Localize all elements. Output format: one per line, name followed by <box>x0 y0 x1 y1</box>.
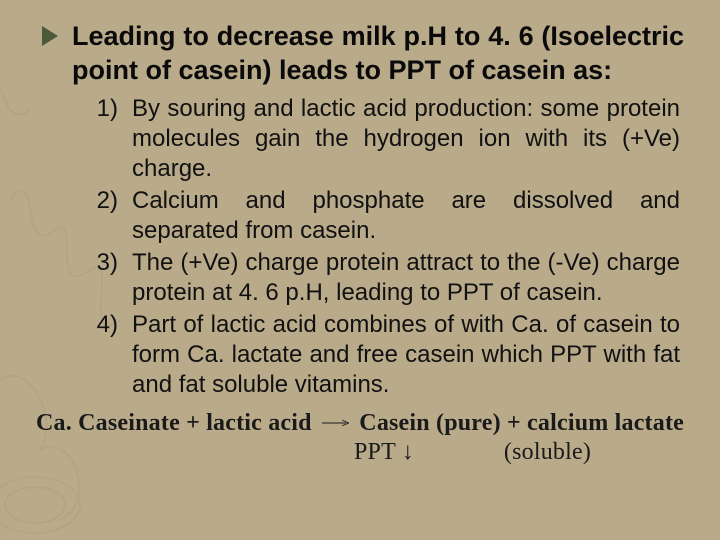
equation-line-2: PPT ↓ (soluble) <box>36 439 684 466</box>
numbered-list: 1) By souring and lactic acid production… <box>36 94 684 400</box>
list-item: 4) Part of lactic acid combines of with … <box>90 310 680 400</box>
lead-text: Leading to decrease milk p.H to 4. 6 (Is… <box>72 20 684 88</box>
item-number: 4) <box>90 310 118 400</box>
list-item: 1) By souring and lactic acid production… <box>90 94 680 184</box>
arrow-icon <box>322 416 350 430</box>
equation-rhs: Casein (pure) + calcium lactate <box>359 410 684 437</box>
triangle-bullet-icon <box>42 26 58 46</box>
item-text: Calcium and phosphate are dissolved and … <box>132 186 680 246</box>
list-item: 2) Calcium and phosphate are dissolved a… <box>90 186 680 246</box>
reaction-equation: Ca. Caseinate + lactic acid Casein (pure… <box>36 410 684 466</box>
equation-lhs: Ca. Caseinate + lactic acid <box>36 410 312 437</box>
equation-line-1: Ca. Caseinate + lactic acid Casein (pure… <box>36 410 684 437</box>
item-number: 1) <box>90 94 118 184</box>
equation-sub-left: PPT ↓ <box>354 439 414 466</box>
list-item: 3) The (+Ve) charge protein attract to t… <box>90 248 680 308</box>
slide-content: Leading to decrease milk p.H to 4. 6 (Is… <box>0 0 720 540</box>
equation-sub-right: (soluble) <box>504 439 591 466</box>
item-text: Part of lactic acid combines of with Ca.… <box>132 310 680 400</box>
item-number: 2) <box>90 186 118 246</box>
item-number: 3) <box>90 248 118 308</box>
item-text: The (+Ve) charge protein attract to the … <box>132 248 680 308</box>
lead-bullet-row: Leading to decrease milk p.H to 4. 6 (Is… <box>36 20 684 88</box>
item-text: By souring and lactic acid production: s… <box>132 94 680 184</box>
